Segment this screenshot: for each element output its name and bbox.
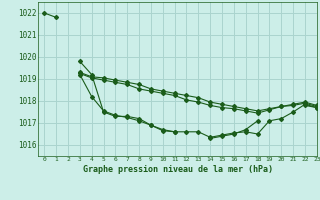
X-axis label: Graphe pression niveau de la mer (hPa): Graphe pression niveau de la mer (hPa) <box>83 165 273 174</box>
